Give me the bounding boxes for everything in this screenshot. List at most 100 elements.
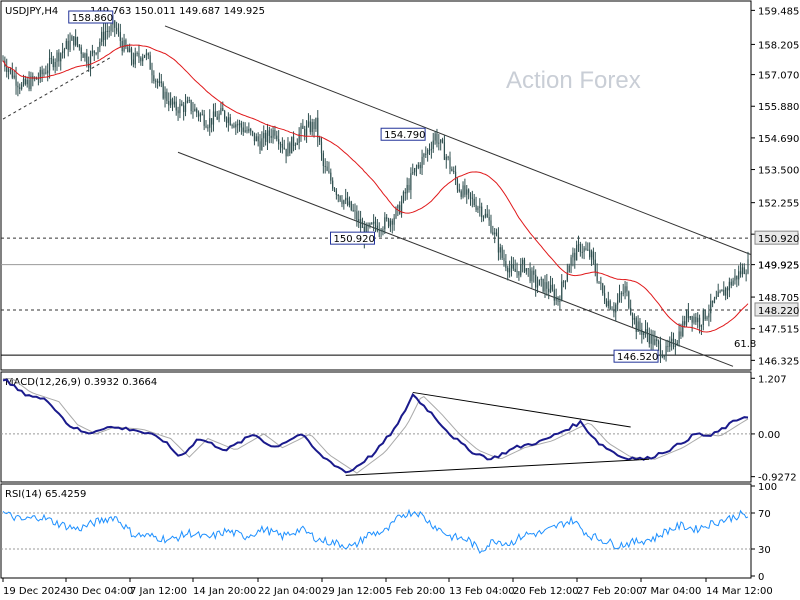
price-tick-label: 155.880	[758, 102, 799, 113]
candle-body	[129, 48, 131, 53]
candle-body	[153, 75, 155, 82]
candle-body	[224, 111, 226, 119]
x-tick-label: 14 Mar 12:00	[706, 586, 773, 597]
candle-body	[261, 138, 263, 151]
candle-body	[155, 80, 157, 82]
candle-body	[583, 248, 585, 252]
candle-body	[237, 124, 239, 126]
candle-body	[445, 156, 447, 160]
candle-body	[134, 53, 136, 65]
price-tick-label: 152.255	[758, 199, 799, 210]
candle-body	[9, 68, 12, 70]
candle-body	[84, 53, 86, 58]
candle-body	[121, 40, 123, 52]
candle-body	[45, 72, 47, 74]
candle-body	[151, 69, 153, 76]
candle-body	[391, 220, 393, 225]
candle-body	[389, 220, 391, 227]
candle-body	[557, 296, 559, 302]
candle-body	[289, 143, 291, 154]
price-tick-label: 147.515	[758, 325, 799, 336]
candle-body	[319, 137, 321, 142]
candle-body	[427, 149, 429, 154]
candle-body	[717, 291, 719, 297]
x-tick-label: 5 Feb 20:00	[386, 586, 445, 597]
candle-body	[592, 251, 595, 260]
candle-body	[324, 165, 326, 167]
candle-body	[367, 224, 369, 227]
candle-body	[6, 66, 8, 72]
candle-body	[522, 259, 524, 264]
candle-body	[451, 169, 453, 172]
candle-body	[387, 218, 390, 227]
candle-body	[568, 265, 570, 273]
candle-body	[719, 291, 721, 293]
candle-body	[311, 121, 313, 133]
candle-body	[570, 257, 572, 266]
candle-body	[350, 201, 352, 211]
candle-body	[106, 31, 108, 33]
candle-body	[177, 110, 179, 114]
candle-body	[598, 281, 600, 283]
candle-body	[639, 321, 641, 330]
candle-body	[201, 114, 203, 116]
candle-body	[140, 57, 142, 62]
candle-body	[414, 168, 416, 173]
candle-body	[101, 31, 103, 42]
candle-body	[596, 271, 598, 282]
candle-body	[607, 300, 609, 306]
candle-body	[564, 280, 567, 282]
candle-body	[117, 30, 120, 33]
candle-body	[589, 249, 591, 258]
candle-body	[412, 172, 414, 174]
candle-body	[397, 205, 399, 209]
candle-body	[335, 190, 337, 196]
channel-lower-line	[177, 151, 734, 367]
candle-body	[332, 180, 334, 189]
rsi-line	[2, 508, 749, 554]
candle-body	[183, 105, 185, 112]
price-tick-label: 154.690	[758, 134, 799, 145]
candle-body	[689, 316, 691, 319]
annotation-label: 158.860	[72, 13, 113, 24]
candle-body	[548, 288, 550, 293]
candle-body	[255, 136, 257, 142]
candle-body	[41, 69, 43, 75]
candle-body	[393, 217, 395, 225]
x-tick-label: 29 Jan 12:00	[322, 586, 385, 597]
candle-body	[454, 171, 457, 180]
candle-body	[330, 172, 332, 181]
candle-body	[374, 221, 377, 226]
candle-body	[207, 127, 209, 129]
candle-body	[611, 309, 613, 311]
macd-tick-label: 0.00	[758, 430, 780, 441]
candle-body	[276, 135, 278, 140]
candle-body	[553, 289, 555, 301]
annotation-box	[68, 10, 114, 24]
candle-body	[674, 345, 676, 347]
candle-body	[654, 339, 656, 345]
candle-body	[235, 124, 237, 128]
candle-body	[494, 232, 496, 235]
candle-body	[168, 101, 170, 106]
candle-body	[91, 50, 93, 54]
candle-body	[417, 164, 419, 168]
candle-body	[728, 281, 730, 291]
candle-body	[501, 247, 503, 258]
candle-body	[617, 300, 619, 305]
candle-body	[279, 143, 282, 145]
candle-body	[399, 205, 401, 214]
candle-body	[477, 207, 479, 210]
candle-body	[406, 184, 408, 194]
candle-body	[283, 147, 285, 149]
candle-body	[21, 84, 23, 89]
candle-body	[173, 101, 175, 105]
candle-body	[585, 248, 587, 250]
candle-body	[473, 198, 475, 205]
candle-body	[481, 206, 483, 218]
candle-body	[572, 252, 574, 258]
watermark: Action Forex	[506, 67, 641, 94]
candle-body	[171, 98, 174, 105]
rsi-tick-label: 100	[758, 482, 777, 493]
candle-body	[468, 189, 470, 193]
